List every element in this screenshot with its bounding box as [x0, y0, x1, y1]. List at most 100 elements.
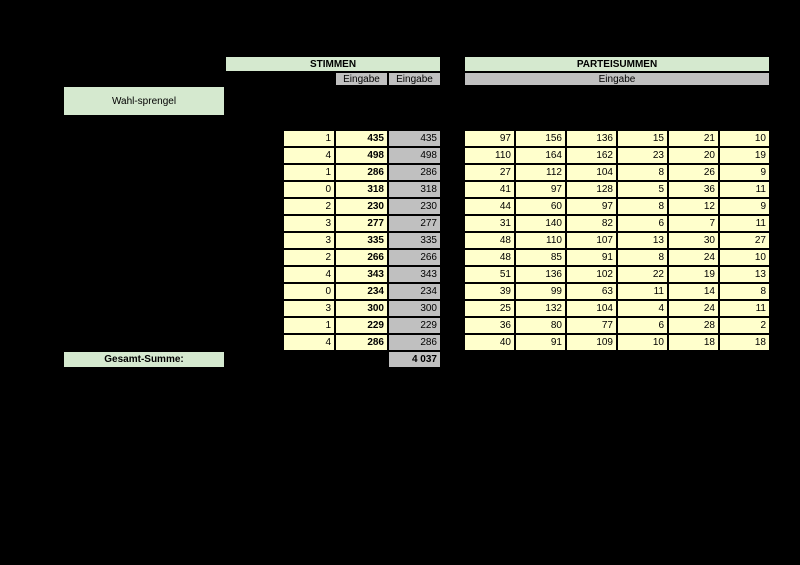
header-eingabe-1: Eingabe	[335, 72, 388, 86]
table-cell: 136	[515, 266, 566, 283]
table-cell: 3	[283, 232, 335, 249]
table-cell: 435	[388, 130, 441, 147]
table-cell: 229	[388, 317, 441, 334]
table-cell: 28	[668, 317, 719, 334]
table-cell: 0	[283, 283, 335, 300]
table-cell: 132	[515, 300, 566, 317]
table-cell: 1	[283, 130, 335, 147]
table-cell: 4	[617, 300, 668, 317]
table-cell: 2	[283, 198, 335, 215]
table-cell: 20	[668, 147, 719, 164]
table-cell: 48	[464, 249, 515, 266]
table-cell: 97	[464, 130, 515, 147]
table-cell: 3	[283, 215, 335, 232]
table-cell: 19	[719, 147, 770, 164]
table-cell: 48	[464, 232, 515, 249]
table-cell: 229	[335, 317, 388, 334]
table-cell: 230	[335, 198, 388, 215]
table-cell: 5	[617, 181, 668, 198]
header-stimmen: STIMMEN	[225, 56, 441, 72]
table-cell: 110	[464, 147, 515, 164]
table-cell: 4	[283, 334, 335, 351]
table-cell: 21	[668, 130, 719, 147]
table-cell: 10	[617, 334, 668, 351]
table-cell: 97	[515, 181, 566, 198]
table-cell: 6	[617, 317, 668, 334]
table-cell: 27	[719, 232, 770, 249]
table-cell: 343	[335, 266, 388, 283]
table-cell: 24	[668, 300, 719, 317]
table-cell: 13	[719, 266, 770, 283]
table-cell: 3	[283, 300, 335, 317]
table-cell: 2	[283, 249, 335, 266]
table-cell: 110	[515, 232, 566, 249]
header-eingabe-3: Eingabe	[464, 72, 770, 86]
table-cell: 318	[388, 181, 441, 198]
table-cell: 335	[335, 232, 388, 249]
table-cell: 128	[566, 181, 617, 198]
table-cell: 27	[464, 164, 515, 181]
table-cell: 286	[388, 334, 441, 351]
table-cell: 266	[388, 249, 441, 266]
table-cell: 12	[668, 198, 719, 215]
table-cell: 266	[335, 249, 388, 266]
table-cell: 498	[335, 147, 388, 164]
table-cell: 6	[617, 215, 668, 232]
table-cell: 300	[388, 300, 441, 317]
table-cell: 22	[617, 266, 668, 283]
table-cell: 318	[335, 181, 388, 198]
label-wahlsprengel: Wahl-sprengel	[63, 86, 225, 116]
table-cell: 9	[719, 198, 770, 215]
table-cell: 23	[617, 147, 668, 164]
table-cell: 8	[617, 164, 668, 181]
label-gesamtsumme: Gesamt-Summe:	[63, 351, 225, 368]
table-cell: 1	[283, 164, 335, 181]
table-cell: 109	[566, 334, 617, 351]
table-cell: 230	[388, 198, 441, 215]
table-cell: 30	[668, 232, 719, 249]
table-cell: 11	[719, 181, 770, 198]
table-cell: 80	[515, 317, 566, 334]
table-cell: 14	[668, 283, 719, 300]
table-cell: 19	[668, 266, 719, 283]
table-cell: 11	[719, 215, 770, 232]
table-cell: 91	[566, 249, 617, 266]
table-cell: 104	[566, 300, 617, 317]
table-cell: 0	[283, 181, 335, 198]
table-cell: 10	[719, 130, 770, 147]
table-cell: 11	[617, 283, 668, 300]
table-cell: 104	[566, 164, 617, 181]
table-cell: 286	[335, 334, 388, 351]
header-eingabe-2: Eingabe	[388, 72, 441, 86]
table-cell: 63	[566, 283, 617, 300]
table-cell: 277	[335, 215, 388, 232]
table-cell: 44	[464, 198, 515, 215]
table-cell: 286	[335, 164, 388, 181]
table-cell: 8	[617, 198, 668, 215]
value-gesamtsumme: 4 037	[388, 351, 441, 368]
table-cell: 2	[719, 317, 770, 334]
table-cell: 41	[464, 181, 515, 198]
table-cell: 97	[566, 198, 617, 215]
table-cell: 156	[515, 130, 566, 147]
table-cell: 15	[617, 130, 668, 147]
table-cell: 85	[515, 249, 566, 266]
table-cell: 10	[719, 249, 770, 266]
table-cell: 36	[464, 317, 515, 334]
table-cell: 234	[335, 283, 388, 300]
table-cell: 7	[668, 215, 719, 232]
table-cell: 91	[515, 334, 566, 351]
table-cell: 99	[515, 283, 566, 300]
table-cell: 286	[388, 164, 441, 181]
table-cell: 8	[719, 283, 770, 300]
table-cell: 435	[335, 130, 388, 147]
spreadsheet-view: { "headers": { "stimmen": "STIMMEN", "pa…	[0, 0, 800, 565]
table-cell: 77	[566, 317, 617, 334]
table-cell: 107	[566, 232, 617, 249]
table-cell: 31	[464, 215, 515, 232]
table-cell: 102	[566, 266, 617, 283]
table-cell: 24	[668, 249, 719, 266]
table-cell: 343	[388, 266, 441, 283]
table-cell: 335	[388, 232, 441, 249]
table-cell: 60	[515, 198, 566, 215]
